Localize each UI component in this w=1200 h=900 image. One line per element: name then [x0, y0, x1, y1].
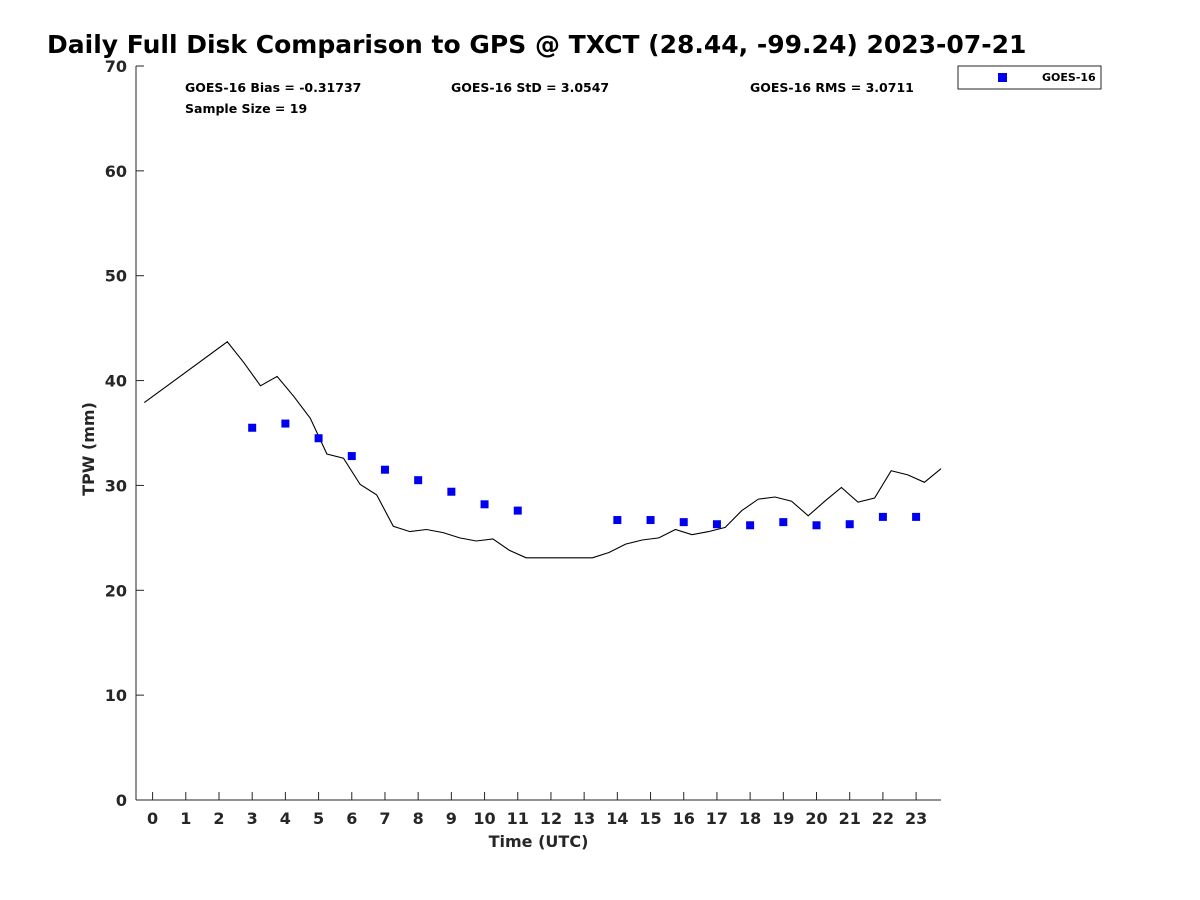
goes16-data-point — [779, 518, 788, 527]
std-annotation: GOES-16 StD = 3.0547 — [451, 80, 609, 95]
y-axis-label: TPW (mm) — [79, 402, 98, 496]
x-tick-label: 23 — [905, 809, 927, 828]
bias-annotation: GOES-16 Bias = -0.31737 — [185, 80, 361, 95]
x-tick-label: 1 — [180, 809, 191, 828]
x-tick-label: 4 — [280, 809, 291, 828]
y-tick-label: 0 — [116, 791, 127, 810]
x-tick-label: 7 — [379, 809, 390, 828]
x-tick-label: 19 — [772, 809, 794, 828]
x-tick-label: 12 — [540, 809, 562, 828]
goes16-data-point — [248, 423, 257, 432]
y-tick-label: 60 — [105, 162, 127, 181]
x-tick-label: 0 — [147, 809, 158, 828]
sample-size-annotation: Sample Size = 19 — [185, 101, 307, 116]
goes16-data-point — [414, 476, 423, 485]
goes16-data-point — [845, 520, 854, 529]
legend-box — [957, 65, 1102, 90]
goes16-data-point — [812, 521, 821, 530]
goes16-data-point — [746, 521, 755, 530]
goes16-data-point — [347, 452, 356, 461]
legend-entry-label: GOES-16 — [1042, 71, 1096, 84]
gps-line-layer — [143, 341, 942, 559]
goes16-data-point — [480, 500, 489, 509]
goes16-data-point — [679, 518, 688, 527]
goes16-data-point — [646, 516, 655, 525]
goes16-data-point — [513, 506, 522, 515]
goes16-data-point — [613, 516, 622, 525]
x-tick-label: 15 — [639, 809, 661, 828]
x-tick-label: 22 — [872, 809, 894, 828]
x-tick-label: 9 — [446, 809, 457, 828]
y-tick-label: 30 — [105, 476, 127, 495]
chart-title: Daily Full Disk Comparison to GPS @ TXCT… — [47, 30, 1027, 59]
y-tick-label: 70 — [105, 57, 127, 76]
gps-tpw-line — [143, 341, 942, 559]
x-tick-label: 17 — [706, 809, 728, 828]
y-tick-label: 20 — [105, 581, 127, 600]
goes16-data-point — [912, 512, 921, 521]
x-tick-label: 10 — [473, 809, 495, 828]
goes16-data-point — [281, 419, 290, 428]
goes16-marker-layer — [248, 419, 921, 530]
y-tick-label: 50 — [105, 267, 127, 286]
goes16-data-point — [878, 512, 887, 521]
x-tick-label: 3 — [247, 809, 258, 828]
goes16-data-point — [314, 434, 323, 443]
x-tick-label: 2 — [213, 809, 224, 828]
goes16-data-point — [447, 487, 456, 496]
x-tick-label: 13 — [573, 809, 595, 828]
goes16-data-point — [712, 520, 721, 529]
y-tick-label: 10 — [105, 686, 127, 705]
x-tick-label: 14 — [606, 809, 628, 828]
rms-annotation: GOES-16 RMS = 3.0711 — [750, 80, 914, 95]
x-axis-label: Time (UTC) — [489, 832, 589, 851]
y-tick-label: 40 — [105, 372, 127, 391]
x-tick-label: 16 — [673, 809, 695, 828]
x-tick-label: 20 — [805, 809, 827, 828]
x-tick-label: 5 — [313, 809, 324, 828]
x-tick-label: 11 — [507, 809, 529, 828]
legend: GOES-16 — [957, 65, 1102, 90]
stat-annotations: GOES-16 Bias = -0.31737 GOES-16 StD = 3.0… — [185, 80, 914, 116]
goes16-data-point — [380, 465, 389, 474]
x-tick-label: 6 — [346, 809, 357, 828]
x-tick-label: 8 — [413, 809, 424, 828]
x-tick-label: 21 — [839, 809, 861, 828]
x-tick-label: 18 — [739, 809, 761, 828]
legend-marker — [998, 73, 1007, 82]
